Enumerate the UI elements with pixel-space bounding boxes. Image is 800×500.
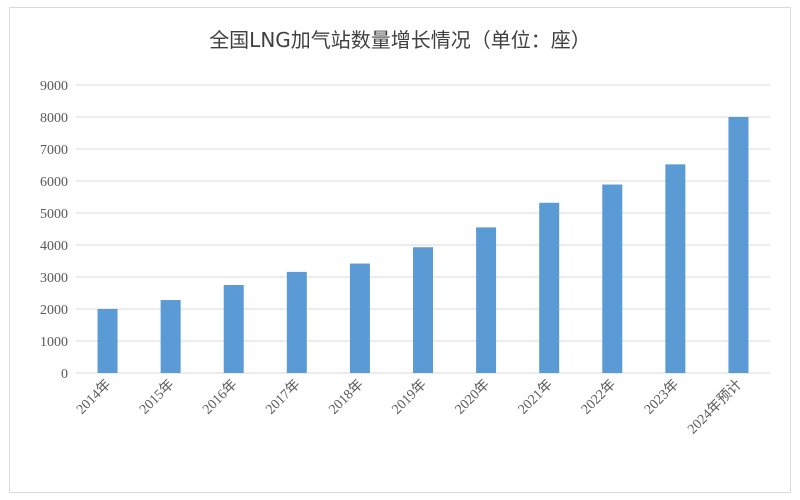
x-tick-label: 2020年: [452, 377, 493, 418]
x-tick-label: 2014年: [73, 377, 114, 418]
x-tick-label: 2019年: [389, 377, 430, 418]
bar: [97, 309, 118, 373]
y-tick-label: 9000: [40, 79, 68, 94]
x-tick-label: 2016年: [200, 377, 241, 418]
x-tick-label: 2022年: [578, 377, 619, 418]
y-tick-label: 5000: [40, 207, 68, 222]
y-tick-label: 4000: [40, 239, 68, 254]
bar: [286, 271, 307, 373]
chart-title: 全国LNG加气站数量增长情况（单位：座）: [209, 28, 591, 52]
x-tick-label: 2024年预计: [684, 377, 745, 438]
y-tick-label: 0: [61, 367, 68, 382]
y-tick-label: 7000: [40, 143, 68, 158]
bar: [665, 164, 686, 373]
bar: [349, 263, 370, 373]
x-tick-label: 2018年: [326, 377, 367, 418]
bar: [223, 285, 244, 373]
x-tick-label: 2021年: [515, 377, 556, 418]
x-tick-label: 2015年: [136, 377, 177, 418]
bar: [413, 247, 433, 373]
y-tick-label: 1000: [40, 335, 68, 350]
bar: [476, 227, 497, 373]
bar-chart: 0 1000 2000 3000 4000 5000 6000 7000 8000 9000 201…: [40, 79, 770, 438]
y-tick-label: 2000: [40, 303, 68, 318]
y-tick-label: 6000: [40, 175, 68, 190]
x-tick-label: 2023年: [641, 377, 682, 418]
y-tick-label: 3000: [40, 271, 68, 286]
y-tick-label: 8000: [40, 111, 68, 126]
x-tick-label: 2017年: [263, 377, 304, 418]
bar: [539, 202, 560, 373]
bar: [602, 184, 623, 373]
bar: [728, 117, 749, 373]
bar: [160, 300, 181, 373]
chart-frame: 全国LNG加气站数量增长情况（单位：座） 0 1000 2000 3000 4000 50…: [9, 7, 791, 493]
